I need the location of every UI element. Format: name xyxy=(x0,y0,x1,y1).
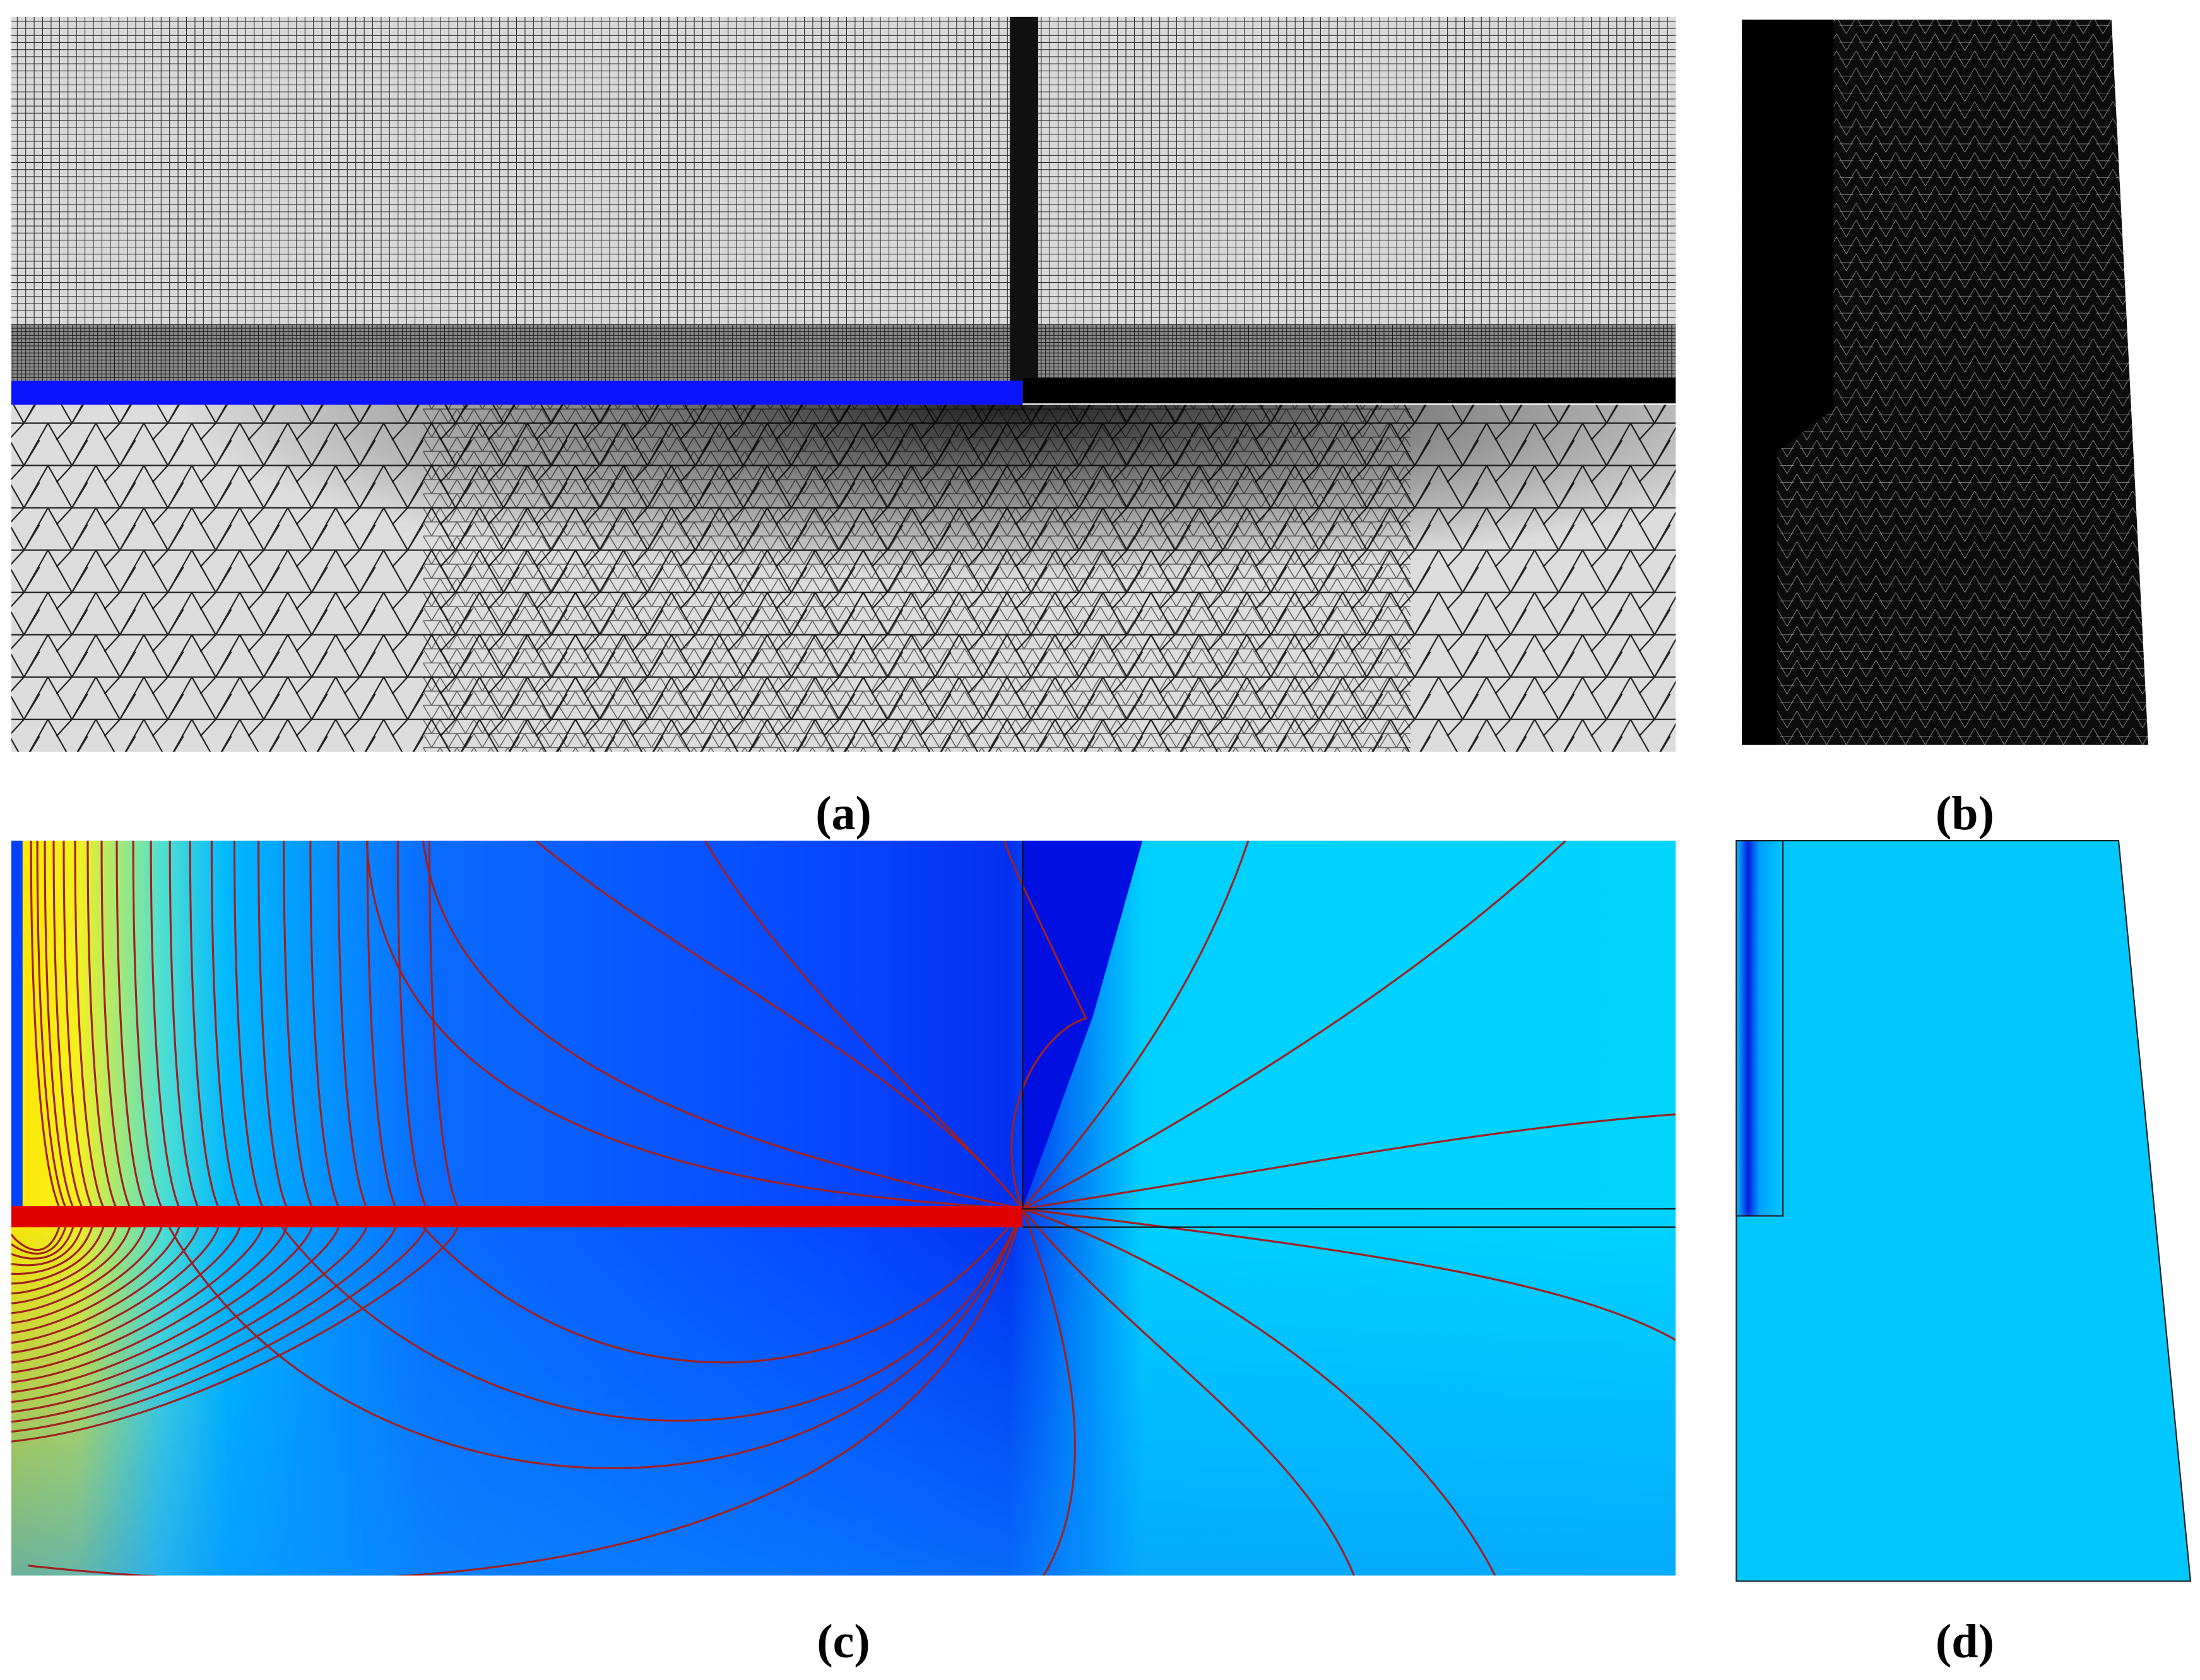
contour xyxy=(11,1226,163,1324)
contour xyxy=(62,841,93,1208)
contour xyxy=(11,1226,105,1285)
contour xyxy=(11,1226,241,1364)
inner-domain-d xyxy=(1736,839,1784,1217)
dark-wedge xyxy=(1022,841,1143,1209)
contour xyxy=(100,841,131,1208)
contour xyxy=(1022,1207,1496,1576)
contour xyxy=(132,841,163,1208)
contour xyxy=(428,841,459,1208)
contour xyxy=(422,841,1023,1210)
structured-mesh xyxy=(11,16,1676,378)
contour xyxy=(210,841,241,1208)
contour xyxy=(36,841,67,1208)
contour xyxy=(168,1208,1024,1469)
red-strip xyxy=(11,1205,1023,1227)
contour xyxy=(11,1226,180,1334)
dense-mesh-b xyxy=(1742,20,1834,745)
contour xyxy=(1003,841,1088,1209)
mesh-b xyxy=(1742,20,2148,745)
contour xyxy=(44,841,74,1208)
contours xyxy=(11,841,1676,1576)
contour xyxy=(283,841,313,1208)
contour xyxy=(1022,841,1250,1210)
panels: (a) (b) (c) (d) xyxy=(11,16,2192,1668)
contour xyxy=(257,841,288,1208)
contour xyxy=(169,841,199,1208)
contour xyxy=(396,841,427,1208)
contour xyxy=(189,841,220,1208)
contour xyxy=(366,841,397,1208)
black-band xyxy=(1022,377,1676,404)
contour xyxy=(422,1208,1024,1364)
refined-column xyxy=(1010,16,1038,381)
panel-c xyxy=(11,841,1676,1576)
blue-strip xyxy=(11,381,1023,405)
contour xyxy=(704,841,1024,1210)
panel-b xyxy=(1742,20,2148,745)
panel-label: (d) xyxy=(1936,1615,1994,1668)
contour xyxy=(365,841,1023,1210)
contour xyxy=(11,1226,199,1344)
panel-label: (a) xyxy=(815,787,872,840)
contour xyxy=(150,841,180,1208)
panel-d xyxy=(1736,839,2192,1582)
contour xyxy=(11,1226,459,1443)
contour xyxy=(1022,1207,1676,1341)
domain-lines xyxy=(1022,841,1676,1228)
panel-a xyxy=(11,16,1676,752)
contour xyxy=(11,1226,117,1295)
refined-mesh xyxy=(11,324,1676,381)
contour xyxy=(52,841,83,1208)
contour xyxy=(11,1226,264,1374)
contour xyxy=(1022,1208,1356,1576)
contour xyxy=(115,841,146,1208)
contour xyxy=(11,1226,397,1423)
contour xyxy=(11,1226,83,1267)
contour xyxy=(11,1226,220,1354)
contour xyxy=(11,1226,146,1315)
contour xyxy=(74,841,105,1208)
contour xyxy=(11,1226,131,1304)
domain-d xyxy=(1736,839,2192,1582)
contour xyxy=(11,1226,368,1413)
contour xyxy=(11,1226,93,1275)
edge-strip xyxy=(11,841,23,1208)
contour xyxy=(28,1209,1024,1576)
panel-label: (b) xyxy=(1936,787,1994,840)
contour xyxy=(11,1226,340,1404)
contour xyxy=(281,1208,1024,1422)
mesh-density xyxy=(11,405,1676,752)
contour xyxy=(11,1226,61,1251)
contour xyxy=(11,1226,67,1255)
contour xyxy=(535,841,1024,1210)
contour xyxy=(11,1226,427,1433)
contour xyxy=(11,1226,288,1383)
contour xyxy=(1022,1113,1676,1210)
contour xyxy=(1022,841,1566,1210)
contour xyxy=(11,1226,74,1260)
contour xyxy=(11,1226,313,1393)
panel-label: (c) xyxy=(817,1615,870,1668)
contour xyxy=(233,841,264,1208)
contour xyxy=(1021,1208,1076,1576)
contour xyxy=(337,841,368,1208)
contour xyxy=(30,841,61,1208)
contour xyxy=(309,841,340,1208)
contour xyxy=(86,841,117,1208)
